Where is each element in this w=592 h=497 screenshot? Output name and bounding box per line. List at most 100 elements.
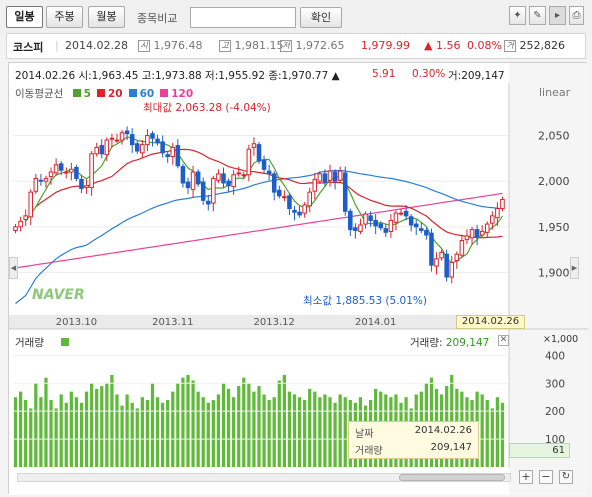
horizontal-scrollbar[interactable] [17, 473, 511, 482]
eraser-icon[interactable]: ✎ [529, 6, 546, 25]
candle-body [449, 261, 455, 278]
high-icon: 고 [219, 40, 231, 52]
candle-body [48, 171, 54, 178]
candle-body [145, 135, 150, 146]
x-tick-label: 2014.01 [355, 317, 396, 328]
volume-bar [318, 397, 322, 467]
naver-watermark: NAVER [32, 287, 85, 303]
cursor-tool-icon[interactable]: ▸ [549, 6, 566, 25]
volume-bar [145, 400, 150, 467]
candle-body [175, 145, 181, 167]
confirm-button[interactable]: 확인 [300, 7, 342, 28]
candle-body [53, 164, 59, 174]
left-scroll-handle[interactable]: ◀ [9, 257, 18, 279]
right-scroll-handle[interactable]: ▶ [570, 257, 579, 279]
tab-weekly[interactable]: 주봉 [46, 6, 83, 28]
low-price: 저 1,972.65 [280, 39, 344, 52]
compare-search-input[interactable] [190, 7, 296, 28]
volume-bar [84, 391, 89, 467]
volume-bar [297, 397, 302, 467]
volume-bar [206, 402, 210, 467]
quote-date: 2014.02.28 [65, 39, 128, 52]
summary-change: 5.91 [372, 68, 396, 80]
close-volume-icon[interactable]: ✕ [498, 335, 509, 346]
candle-body [63, 171, 69, 174]
candle-body [33, 177, 39, 192]
volume-bar [480, 394, 484, 467]
candle-body [206, 200, 211, 205]
volume-legend-swatch [61, 338, 70, 346]
divider: | [55, 39, 59, 52]
candle-body [129, 134, 135, 146]
volume-bar [287, 391, 292, 467]
price-tick-label: 1,950 [538, 221, 570, 234]
ma-legend-item[interactable]: 60 [128, 88, 154, 100]
chart-container: 2,050 2,000 1,950 1,900 400 300 200 100 2013.1… [8, 62, 588, 495]
candle-body [226, 180, 231, 187]
candle-body [388, 219, 394, 232]
candle-body [408, 216, 414, 226]
scrollbar-thumb[interactable] [399, 474, 505, 481]
volume-bar [54, 408, 58, 467]
candle-body [327, 170, 333, 181]
low-icon: 저 [280, 40, 292, 52]
candle-body [317, 173, 323, 182]
change-value: ▲ 1.56 [424, 39, 461, 52]
candle-body [454, 253, 460, 262]
scale-label[interactable]: linear [539, 86, 571, 99]
volume-bar [13, 397, 18, 467]
volume-bar [140, 397, 144, 467]
candle-body [297, 211, 302, 216]
candle-body [332, 171, 338, 182]
ma-legend-item[interactable]: 5 [72, 88, 91, 100]
candle-body [84, 185, 89, 189]
ma-legend-item[interactable]: 120 [160, 88, 193, 100]
candle-body [490, 215, 495, 224]
top-toolbar: 일봉 주봉 월봉 종목비교 확인 ✦ ✎ ▸ ⎙ [0, 0, 592, 34]
open-price: 시 1,976.48 [138, 39, 202, 52]
volume-bar [500, 402, 505, 467]
ma-legend-item[interactable]: 20 [96, 88, 123, 100]
reset-zoom-button[interactable]: ↻ [559, 470, 573, 484]
volume-bar [237, 386, 241, 467]
open-value: 1,976.48 [153, 39, 203, 52]
candle-body [383, 228, 389, 233]
quote-info-bar: 코스피 | 2014.02.28 시 1,976.48 고 1,981.15 저… [6, 33, 586, 59]
candle-body [23, 215, 28, 221]
volume-bar [338, 394, 342, 467]
volume-bar [191, 380, 195, 467]
price-tick-label: 1,900 [538, 266, 570, 279]
candle-body [277, 189, 282, 197]
zoom-out-button[interactable]: − [539, 470, 553, 484]
volume-bar [64, 402, 68, 467]
tab-daily[interactable]: 일봉 [6, 6, 43, 28]
zoom-in-button[interactable]: + [519, 470, 533, 484]
candle-body [114, 139, 120, 142]
tab-monthly[interactable]: 월봉 [88, 6, 125, 28]
candle-body [104, 139, 110, 156]
volume-bar [211, 400, 215, 467]
volume: 거 252,826 [504, 39, 565, 52]
candle-body [160, 141, 165, 154]
print-icon[interactable]: ⎙ [569, 6, 584, 25]
volume-bar [125, 394, 129, 467]
price-tick-label: 2,000 [538, 175, 570, 188]
tooltip-volume-label: 거래량 [355, 446, 383, 457]
volume-bar [216, 394, 221, 467]
summary-text: 2014.02.26 시:1,963.45 고:1,973.88 저:1,955… [15, 70, 340, 82]
min-annotation: 최소값 1,885.53 (5.01%) [303, 295, 427, 307]
high-price: 고 1,981.15 [219, 39, 283, 52]
candle-body [424, 229, 429, 236]
magic-wand-icon[interactable]: ✦ [509, 6, 526, 25]
volume-bar [267, 400, 271, 467]
volume-readout-value: 209,147 [445, 337, 490, 349]
candle-body [307, 191, 312, 207]
candle-body [170, 146, 176, 158]
volume-tooltip: 날짜 2014.02.26 거래량 209,147 [348, 421, 479, 459]
candle-body [282, 196, 287, 199]
candle-body [221, 173, 226, 184]
x-tick-label: 2013.10 [56, 317, 97, 328]
volume-bar [110, 374, 114, 467]
candle-body [180, 166, 186, 184]
